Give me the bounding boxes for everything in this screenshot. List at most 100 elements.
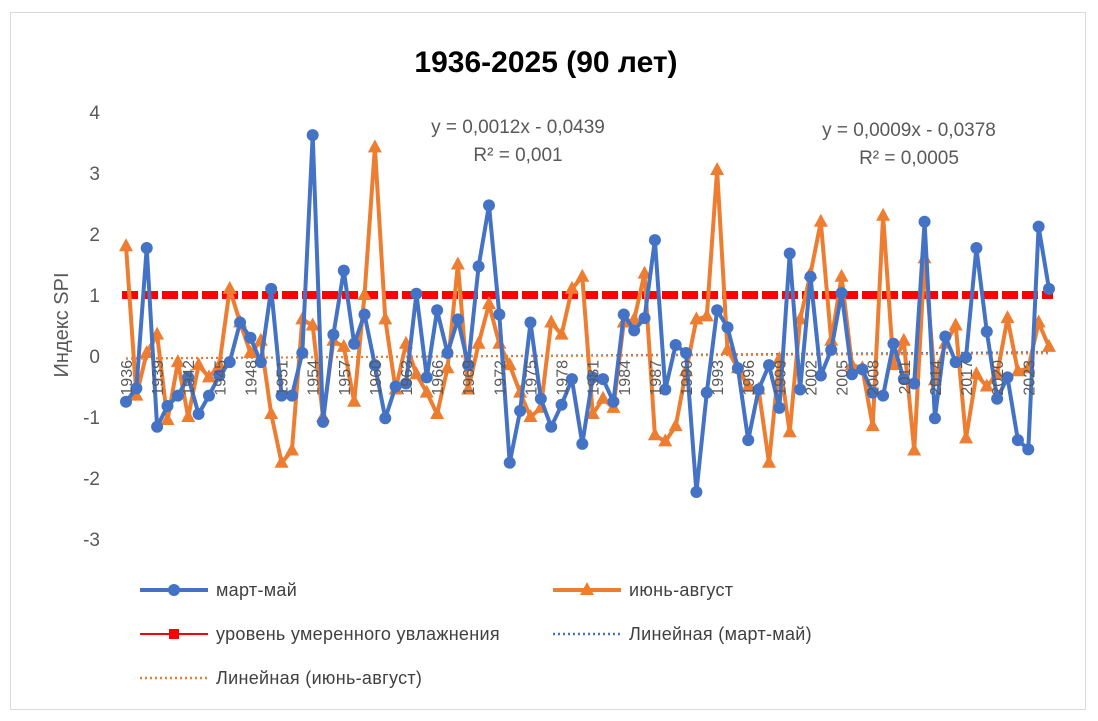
x-tick-label: 1978 [555, 360, 572, 396]
legend-label-mar-may: март-май [216, 580, 297, 600]
x-tick-label: 1999 [772, 360, 789, 396]
data-point-mar-may [762, 359, 775, 372]
data-point-mar-may [939, 330, 952, 343]
data-point-jun-aug [191, 357, 206, 371]
legend-item-jun-aug: июнь-август [553, 580, 733, 600]
data-point-mar-may [285, 389, 298, 402]
data-point-mar-may [607, 395, 620, 408]
legend-marker-moderate-level [169, 629, 179, 639]
data-point-jun-aug [119, 238, 133, 252]
data-point-jun-aug [181, 409, 196, 422]
data-point-mar-may [897, 373, 910, 386]
data-point-mar-may [368, 359, 381, 372]
data-point-jun-aug [782, 424, 797, 438]
data-point-mar-may [918, 215, 931, 228]
data-point-mar-may [254, 356, 267, 369]
data-point-mar-may [690, 486, 703, 499]
data-point-jun-aug [699, 308, 714, 322]
data-point-jun-aug [450, 256, 465, 270]
data-point-mar-may [327, 328, 340, 341]
data-point-mar-may [1011, 434, 1024, 447]
data-point-mar-may [908, 377, 921, 390]
data-point-mar-may [887, 337, 900, 350]
x-tick-label: 2011 [897, 360, 914, 395]
data-point-jun-aug [761, 454, 776, 468]
data-point-jun-aug [813, 213, 828, 227]
data-point-jun-aug [637, 265, 652, 279]
data-point-mar-may [659, 383, 672, 396]
data-point-mar-may [151, 420, 164, 433]
trend-equation-2-formula: y = 0,0009x - 0,0378 [822, 120, 996, 141]
data-point-jun-aug [201, 369, 216, 383]
y-tick-label: 3 [89, 164, 100, 185]
trend-equation-2: y = 0,0009x - 0,0378 R² = 0,0005 [822, 120, 996, 169]
data-point-jun-aug [160, 412, 175, 426]
data-point-mar-may [814, 369, 827, 382]
data-point-jun-aug [575, 268, 590, 282]
data-point-jun-aug [865, 418, 880, 432]
data-point-mar-may [482, 199, 495, 212]
data-point-mar-may [825, 343, 838, 356]
x-tick-label: 2023 [1021, 360, 1038, 396]
data-point-jun-aug [896, 332, 911, 346]
data-point-mar-may [400, 377, 413, 390]
data-point-jun-aug [357, 287, 372, 300]
data-point-jun-aug [502, 357, 517, 371]
data-point-mar-may [991, 392, 1004, 405]
data-point-jun-aug [243, 344, 258, 358]
data-point-mar-may [296, 346, 309, 359]
data-point-mar-may [638, 312, 651, 325]
data-point-mar-may [1022, 443, 1035, 456]
x-tick-label: 1975 [523, 360, 540, 396]
data-point-mar-may [555, 398, 568, 411]
data-point-mar-may [773, 401, 786, 414]
data-point-mar-may [669, 339, 682, 352]
data-point-jun-aug [212, 357, 227, 371]
data-point-mar-may [493, 308, 506, 321]
legend-item-trend-jun-aug: Линейная (июнь-август) [140, 668, 422, 688]
data-point-mar-may [534, 392, 547, 405]
data-point-mar-may [171, 389, 184, 402]
data-point-mar-may [514, 404, 527, 417]
x-tick-label: 2002 [803, 360, 820, 396]
x-tick-label: 1948 [243, 360, 260, 396]
trend-equation-1-formula: y = 0,0012x - 0,0439 [431, 117, 605, 138]
data-point-mar-may [565, 373, 578, 386]
x-tick-label: 1984 [617, 360, 634, 396]
data-point-jun-aug [585, 405, 600, 419]
x-tick-label: 1990 [679, 360, 696, 396]
y-tick-label: 2 [89, 225, 100, 246]
data-point-mar-may [1043, 282, 1055, 295]
data-point-jun-aug [710, 161, 725, 175]
trend-equation-2-r2: R² = 0,0005 [859, 148, 959, 169]
data-point-jun-aug [367, 139, 382, 153]
data-point-mar-may [337, 264, 350, 277]
data-point-mar-may [648, 234, 661, 247]
data-point-mar-may [980, 325, 993, 338]
x-tick-label: 1942 [181, 360, 198, 396]
data-point-mar-may [700, 386, 713, 399]
data-point-jun-aug [170, 354, 185, 368]
data-point-jun-aug [1000, 310, 1015, 324]
data-point-jun-aug [741, 378, 756, 392]
data-point-mar-may [306, 129, 319, 142]
data-point-mar-may [431, 304, 444, 317]
y-tick-label: 4 [89, 103, 100, 124]
data-point-mar-may [804, 270, 817, 283]
data-point-mar-may [410, 287, 423, 300]
y-axis-ticks: 4 3 2 1 0 -1 -2 -3 [83, 103, 100, 551]
data-point-mar-may [856, 363, 869, 376]
data-point-mar-may [586, 371, 599, 384]
x-tick-label: 1963 [399, 360, 416, 396]
x-tick-label: 1972 [492, 360, 509, 396]
data-point-mar-may [794, 383, 807, 396]
data-point-mar-may [835, 287, 848, 300]
data-point-jun-aug [907, 442, 922, 456]
x-tick-label: 1981 [586, 360, 603, 396]
x-tick-label: 1993 [710, 360, 727, 396]
legend-item-trend-mar-may: Линейная (март-май) [553, 624, 812, 644]
data-point-mar-may [358, 308, 371, 321]
data-point-mar-may [462, 359, 475, 372]
data-point-jun-aug [668, 418, 683, 432]
legend: март-май июнь-август уровень умеренного … [140, 580, 812, 688]
